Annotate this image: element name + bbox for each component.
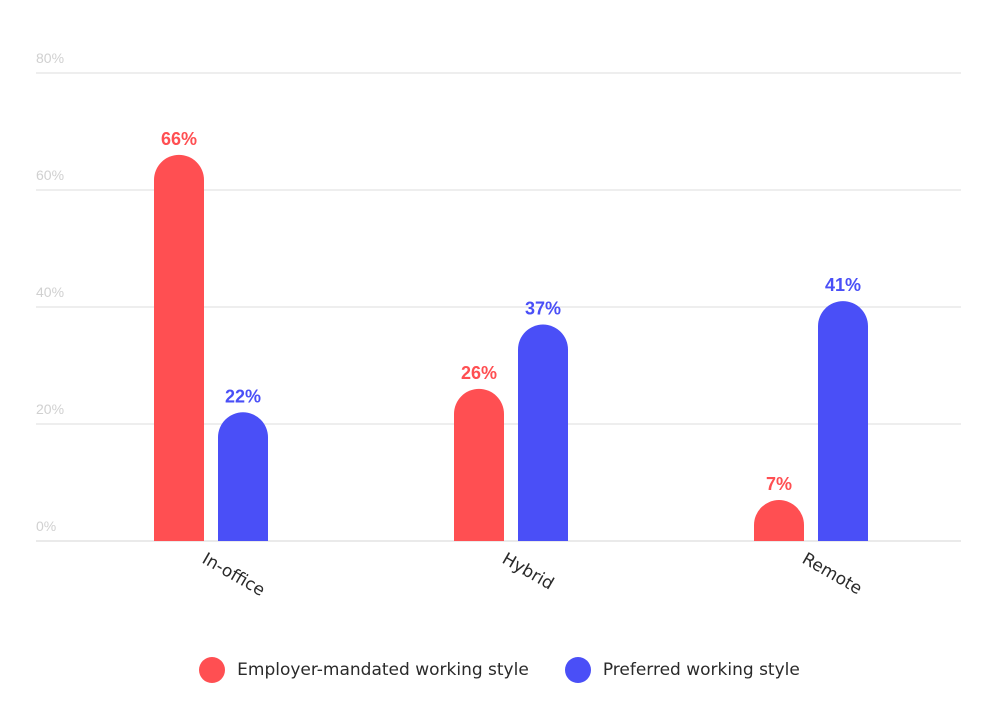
bar-remote-series-2 [818,301,868,541]
legend-item-preferred: Preferred working style [564,657,800,683]
bar-hybrid-series-2 [518,324,568,541]
x-tick-label: In-office [199,549,269,601]
y-tick-label: 0% [36,518,56,534]
bar-in-office-series-2 [217,412,268,541]
bar-in-office-series-1 [154,154,204,541]
bars [154,154,868,541]
data-label: 7% [766,474,792,494]
legend-item-employer-mandated: Employer-mandated working style [199,657,529,683]
data-label: 66% [161,129,197,149]
y-tick-label: 80% [36,50,64,66]
bar-remote-series-1 [754,500,804,541]
data-label: 37% [525,299,561,319]
legend-swatch-employer-mandated [199,657,226,683]
y-tick-label: 60% [36,167,64,183]
x-tick-label: Hybrid [499,549,558,594]
data-label: 41% [825,275,861,295]
legend-label-preferred: Preferred working style [602,660,800,680]
legend: Employer-mandated working style Preferre… [0,655,999,685]
data-labels: 66% 22% 26% 37% 7% 41% [161,129,861,494]
y-axis-tick-labels: 0% 20% 40% 60% 80% [36,50,64,534]
legend-label-employer-mandated: Employer-mandated working style [237,660,529,680]
bar-chart: 0% 20% 40% 60% 80% 66% 22% 26% 37% 7% 41% In-offi… [36,50,961,601]
bar-hybrid-series-1 [454,388,504,541]
x-tick-label: Remote [799,549,866,599]
y-tick-label: 40% [36,284,64,300]
legend-swatch-preferred [564,657,591,683]
x-axis-tick-labels: In-office Hybrid Remote [199,549,866,601]
y-tick-label: 20% [36,401,64,417]
data-label: 22% [225,386,261,406]
data-label: 26% [461,363,497,383]
